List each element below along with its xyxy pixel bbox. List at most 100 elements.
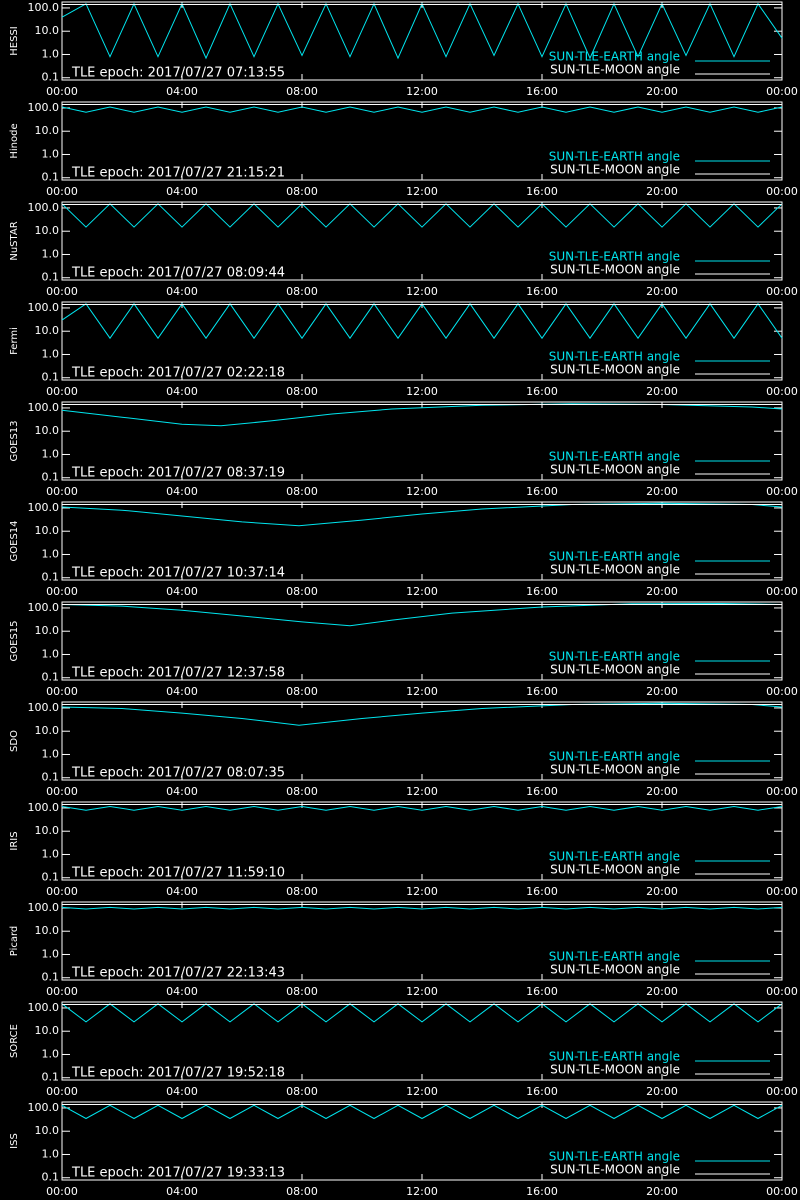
x-tick-label: 16:00 [526,1185,558,1198]
y-tick-label: 100.0 [28,201,60,214]
legend-label: SUN-TLE-EARTH angle [549,650,680,664]
x-tick-label: 20:00 [646,1085,678,1098]
legend-label: SUN-TLE-MOON angle [550,863,680,877]
y-tick-label: 0.1 [42,1071,60,1084]
y-tick-label: 10.0 [35,524,60,537]
x-tick-label: 00:00 [46,885,78,898]
legend-label: SUN-TLE-MOON angle [550,363,680,377]
x-tick-label: 12:00 [406,285,438,298]
y-tick-label: 1.0 [42,747,60,760]
panel: 0.1 1.0 10.0 100.0 00:00 04:00 08:00 12:00 16:00… [9,601,798,698]
x-tick-label: 20:00 [646,1185,678,1198]
y-tick-label: 0.1 [42,1171,60,1184]
x-tick-label: 00:00 [766,1085,798,1098]
x-tick-label: 04:00 [166,685,198,698]
x-tick-label: 00:00 [766,685,798,698]
series-line [61,302,783,340]
legend-label: SUN-TLE-EARTH angle [549,750,680,764]
panel: 0.1 1.0 10.0 100.0 00:00 04:00 08:00 12:00 16:00… [9,1,798,98]
x-tick-label: 00:00 [766,285,798,298]
x-tick-label: 00:00 [766,85,798,98]
x-tick-label: 04:00 [166,785,198,798]
legend-label: SUN-TLE-MOON angle [550,1163,680,1177]
x-tick-label: 08:00 [286,385,318,398]
y-tick-label: 1.0 [42,347,60,360]
x-tick-label: 16:00 [526,185,558,198]
x-tick-label: 00:00 [766,185,798,198]
y-tick-label: 10.0 [35,24,60,37]
y-tick-label: 0.1 [42,871,60,884]
x-tick-label: 00:00 [766,485,798,498]
x-tick-label: 04:00 [166,585,198,598]
legend-label: SUN-TLE-MOON angle [550,63,680,77]
x-tick-label: 16:00 [526,385,558,398]
y-tick-label: 1.0 [42,547,60,560]
y-axis-label: GOES14 [9,520,20,561]
x-tick-label: 04:00 [166,385,198,398]
x-tick-label: 08:00 [286,285,318,298]
series-line [61,203,783,228]
x-tick-label: 16:00 [526,785,558,798]
annotation: TLE epoch: 2017/07/27 08:09:44 [71,266,285,281]
x-tick-label: 16:00 [526,1085,558,1098]
y-axis-label: HESSI [9,26,20,55]
x-tick-label: 00:00 [766,985,798,998]
y-tick-label: 10.0 [35,1024,60,1037]
x-tick-label: 16:00 [526,485,558,498]
panel: 0.1 1.0 10.0 100.0 00:00 04:00 08:00 12:00 16:00… [9,1101,798,1198]
x-tick-label: 08:00 [286,785,318,798]
x-tick-label: 04:00 [166,85,198,98]
x-tick-label: 08:00 [286,185,318,198]
legend-label: SUN-TLE-EARTH angle [549,450,680,464]
annotation: TLE epoch: 2017/07/27 21:15:21 [71,166,285,181]
x-tick-label: 08:00 [286,985,318,998]
y-tick-label: 10.0 [35,324,60,337]
x-tick-label: 12:00 [406,985,438,998]
y-tick-label: 1.0 [42,647,60,660]
annotation: TLE epoch: 2017/07/27 22:13:43 [71,966,285,981]
x-tick-label: 20:00 [646,85,678,98]
series-line [61,106,783,113]
y-axis-label: SDO [9,730,20,752]
x-tick-label: 20:00 [646,785,678,798]
y-tick-label: 10.0 [35,224,60,237]
y-tick-label: 1.0 [42,47,60,60]
x-tick-label: 00:00 [766,385,798,398]
y-axis-label: NuSTAR [9,221,20,260]
y-tick-label: 100.0 [28,101,60,114]
x-tick-label: 12:00 [406,1185,438,1198]
x-tick-label: 00:00 [46,585,78,598]
y-tick-label: 0.1 [42,471,60,484]
legend-label: SUN-TLE-MOON angle [550,563,680,577]
series-line [61,2,783,60]
legend-label: SUN-TLE-EARTH angle [549,150,680,164]
y-tick-label: 0.1 [42,971,60,984]
x-tick-label: 00:00 [46,285,78,298]
x-tick-label: 20:00 [646,485,678,498]
x-tick-label: 08:00 [286,85,318,98]
x-tick-label: 00:00 [766,1185,798,1198]
legend-label: SUN-TLE-MOON angle [550,763,680,777]
legend-label: SUN-TLE-MOON angle [550,663,680,677]
panel: 0.1 1.0 10.0 100.0 00:00 04:00 08:00 12:00 16:00… [9,901,798,998]
x-tick-label: 04:00 [166,885,198,898]
y-axis-label: GOES15 [9,620,20,661]
y-tick-label: 100.0 [28,901,60,914]
annotation: TLE epoch: 2017/07/27 08:07:35 [71,766,285,781]
legend-label: SUN-TLE-EARTH angle [549,250,680,264]
y-tick-label: 10.0 [35,824,60,837]
annotation: TLE epoch: 2017/07/27 10:37:14 [71,566,285,581]
x-tick-label: 04:00 [166,985,198,998]
x-tick-label: 04:00 [166,285,198,298]
x-tick-label: 00:00 [46,185,78,198]
x-tick-label: 12:00 [406,485,438,498]
x-tick-label: 08:00 [286,1185,318,1198]
panel: 0.1 1.0 10.0 100.0 00:00 04:00 08:00 12:00 16:00… [9,701,798,798]
y-tick-label: 100.0 [28,701,60,714]
series-line [61,805,783,811]
x-tick-label: 20:00 [646,385,678,398]
x-tick-label: 16:00 [526,285,558,298]
y-axis-label: Fermi [9,327,20,355]
